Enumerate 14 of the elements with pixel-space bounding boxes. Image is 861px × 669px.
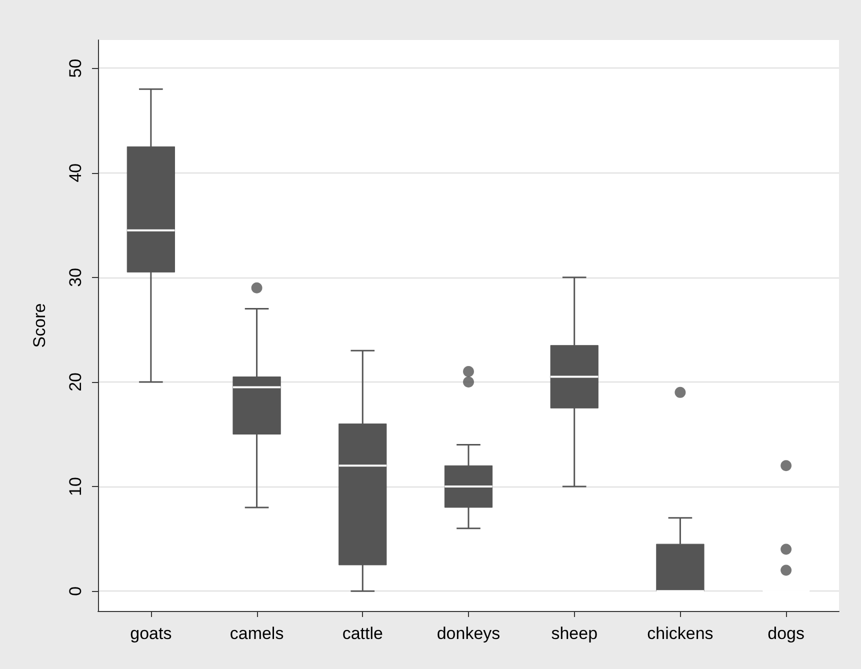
- y-tick-label: 0: [66, 586, 85, 596]
- x-tick-label: camels: [230, 624, 284, 643]
- x-tick-label: goats: [130, 624, 172, 643]
- x-tick-label: chickens: [647, 624, 714, 643]
- y-tick-label: 30: [66, 268, 85, 287]
- y-tick-label: 40: [66, 163, 85, 182]
- x-tick-label: donkeys: [436, 624, 500, 643]
- x-tick-label: sheep: [551, 624, 598, 643]
- x-tick-label: dogs: [768, 624, 805, 643]
- y-tick-label: 20: [66, 372, 85, 392]
- y-axis-title: Score: [30, 303, 49, 348]
- y-tick-label: 10: [66, 477, 85, 496]
- x-tick-label: cattle: [342, 624, 383, 643]
- y-tick-label: 50: [66, 58, 85, 78]
